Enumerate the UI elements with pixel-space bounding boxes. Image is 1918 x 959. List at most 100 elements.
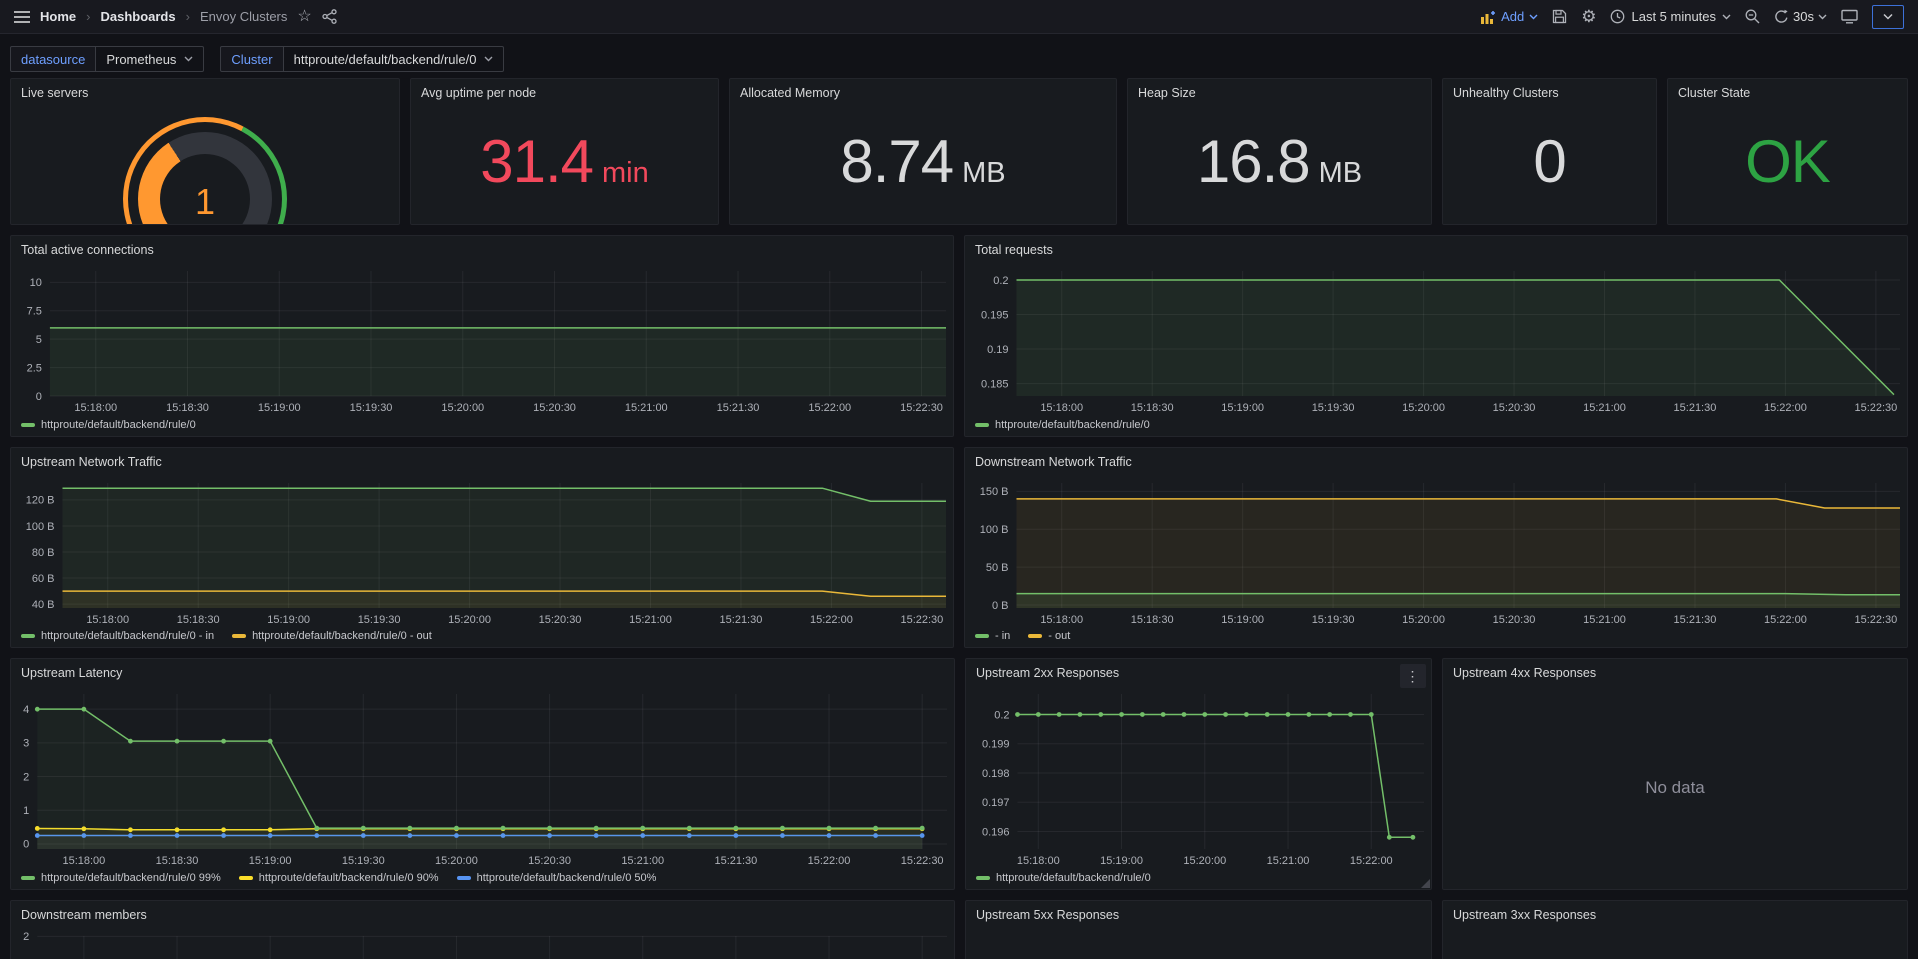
breadcrumb-separator: ›: [86, 9, 90, 24]
panel-title[interactable]: Upstream 2xx Responses: [966, 659, 1431, 687]
total-requests-chart[interactable]: 15:18:0015:18:3015:19:0015:19:3015:20:00…: [969, 264, 1903, 416]
panel-total-requests: Total requests 15:18:0015:18:3015:19:001…: [964, 235, 1908, 437]
svg-text:15:18:30: 15:18:30: [166, 402, 209, 414]
svg-text:15:21:30: 15:21:30: [1674, 402, 1717, 414]
zoom-out-icon[interactable]: [1745, 9, 1760, 24]
chart-legend: httproute/default/backend/rule/0: [975, 419, 1150, 431]
panel-title[interactable]: Downstream members: [11, 901, 954, 929]
panel-title[interactable]: Total requests: [965, 236, 1907, 264]
legend-series-color: [976, 876, 990, 880]
panel-cluster-state: Cluster State OK: [1667, 78, 1908, 225]
hamburger-menu-icon[interactable]: [14, 10, 30, 24]
chart-legend: httproute/default/backend/rule/0: [21, 419, 196, 431]
legend-series-color: [1028, 634, 1042, 638]
legend-item[interactable]: httproute/default/backend/rule/0 - in: [21, 630, 214, 642]
collapse-topbar-button[interactable]: [1872, 5, 1904, 29]
panel-title[interactable]: Upstream Latency: [11, 659, 954, 687]
add-button[interactable]: Add: [1480, 9, 1538, 24]
svg-text:15:20:30: 15:20:30: [539, 614, 582, 626]
downstream-network-traffic-chart[interactable]: 15:18:0015:18:3015:19:0015:19:3015:20:00…: [969, 476, 1903, 628]
svg-text:0.2: 0.2: [994, 709, 1009, 721]
svg-text:15:21:30: 15:21:30: [717, 402, 760, 414]
chevron-down-icon: [1722, 14, 1731, 20]
svg-text:2: 2: [23, 931, 29, 943]
upstream-network-traffic-chart[interactable]: 15:18:0015:18:3015:19:0015:19:3015:20:00…: [15, 476, 949, 628]
panel-resize-handle[interactable]: [1421, 879, 1430, 888]
legend-series-label: httproute/default/backend/rule/0: [41, 419, 196, 431]
breadcrumb-home[interactable]: Home: [40, 9, 76, 24]
refresh-controls[interactable]: 30s: [1774, 9, 1827, 24]
svg-text:0.2: 0.2: [993, 275, 1008, 287]
panel-title[interactable]: Upstream 4xx Responses: [1443, 659, 1907, 687]
legend-item[interactable]: - in: [975, 630, 1010, 642]
favorite-star-icon[interactable]: ☆: [297, 9, 311, 25]
settings-gear-icon[interactable]: ⚙: [1581, 8, 1596, 25]
panel-title[interactable]: Heap Size: [1128, 79, 1431, 107]
save-dashboard-icon[interactable]: [1552, 9, 1567, 24]
panel-title[interactable]: Downstream Network Traffic: [965, 448, 1907, 476]
chart-legend: httproute/default/backend/rule/0 - in htt…: [21, 630, 432, 642]
variable-select-datasource[interactable]: Prometheus: [96, 46, 204, 72]
stat-value: OK: [1745, 127, 1830, 196]
legend-series-label: - out: [1048, 630, 1070, 642]
legend-series-color: [21, 876, 35, 880]
upstream-2xx-responses-chart[interactable]: 15:18:0015:19:0015:20:0015:21:0015:22:00…: [970, 687, 1427, 869]
legend-series-color: [975, 423, 989, 427]
panel-title[interactable]: Total active connections: [11, 236, 953, 264]
panel-title[interactable]: Upstream Network Traffic: [11, 448, 953, 476]
svg-text:15:20:00: 15:20:00: [441, 402, 484, 414]
svg-text:15:21:00: 15:21:00: [625, 402, 668, 414]
svg-text:15:22:30: 15:22:30: [900, 614, 943, 626]
panel-title[interactable]: Live servers: [11, 79, 399, 107]
panel-downstream-members: Downstream members 2: [10, 900, 955, 959]
legend-item[interactable]: httproute/default/backend/rule/0: [21, 419, 196, 431]
panel-title[interactable]: Cluster State: [1668, 79, 1907, 107]
tv-kiosk-icon[interactable]: [1841, 9, 1858, 24]
panel-title[interactable]: Avg uptime per node: [411, 79, 718, 107]
svg-text:15:19:30: 15:19:30: [358, 614, 401, 626]
legend-item[interactable]: - out: [1028, 630, 1070, 642]
breadcrumb-dashboards[interactable]: Dashboards: [100, 9, 175, 24]
total-active-connections-chart[interactable]: 15:18:0015:18:3015:19:0015:19:3015:20:00…: [15, 264, 949, 416]
panel-upstream-3xx-responses: Upstream 3xx Responses: [1442, 900, 1908, 959]
panel-title[interactable]: Upstream 5xx Responses: [966, 901, 1431, 929]
legend-item[interactable]: httproute/default/backend/rule/0 50%: [457, 872, 657, 884]
panel-title[interactable]: Unhealthy Clusters: [1443, 79, 1656, 107]
legend-item[interactable]: httproute/default/backend/rule/0: [975, 419, 1150, 431]
svg-text:15:19:30: 15:19:30: [1312, 614, 1355, 626]
svg-text:15:19:00: 15:19:00: [1221, 614, 1264, 626]
svg-text:5: 5: [36, 334, 42, 346]
svg-text:15:19:00: 15:19:00: [267, 614, 310, 626]
panel-allocated-memory: Allocated Memory 8.74MB: [729, 78, 1117, 225]
svg-text:15:21:00: 15:21:00: [1583, 402, 1626, 414]
svg-text:50 B: 50 B: [986, 562, 1009, 574]
refresh-interval-label: 30s: [1793, 9, 1814, 24]
gauge-value: 1: [123, 181, 287, 223]
panel-upstream-5xx-responses: Upstream 5xx Responses: [965, 900, 1432, 959]
legend-item[interactable]: httproute/default/backend/rule/0: [976, 872, 1151, 884]
panel-avg-uptime: Avg uptime per node 31.4min: [410, 78, 719, 225]
svg-text:15:20:30: 15:20:30: [1493, 402, 1536, 414]
panel-title[interactable]: Allocated Memory: [730, 79, 1116, 107]
svg-text:10: 10: [30, 277, 42, 289]
svg-text:15:18:00: 15:18:00: [62, 855, 105, 867]
svg-text:15:20:00: 15:20:00: [448, 614, 491, 626]
stat-value: 16.8MB: [1197, 127, 1362, 196]
dashboard-variables: datasource Prometheus Cluster httproute/…: [10, 46, 1908, 72]
svg-text:0.195: 0.195: [981, 309, 1009, 321]
legend-item[interactable]: httproute/default/backend/rule/0 - out: [232, 630, 432, 642]
panel-downstream-network-traffic: Downstream Network Traffic 15:18:0015:18…: [964, 447, 1908, 648]
panel-unhealthy-clusters: Unhealthy Clusters 0: [1442, 78, 1657, 225]
share-icon[interactable]: [322, 9, 337, 24]
panel-title[interactable]: Upstream 3xx Responses: [1443, 901, 1907, 929]
stat-unit: MB: [962, 157, 1006, 190]
legend-item[interactable]: httproute/default/backend/rule/0 99%: [21, 872, 221, 884]
downstream-members-chart[interactable]: 2: [15, 929, 950, 959]
svg-text:40 B: 40 B: [32, 599, 55, 611]
legend-item[interactable]: httproute/default/backend/rule/0 90%: [239, 872, 439, 884]
variable-select-cluster[interactable]: httproute/default/backend/rule/0: [284, 46, 505, 72]
time-range-picker[interactable]: Last 5 minutes: [1610, 9, 1731, 24]
variable-label-cluster: Cluster: [220, 46, 283, 72]
panel-menu-button[interactable]: ⋮: [1400, 664, 1426, 688]
upstream-latency-chart[interactable]: 15:18:0015:18:3015:19:0015:19:3015:20:00…: [15, 687, 950, 869]
